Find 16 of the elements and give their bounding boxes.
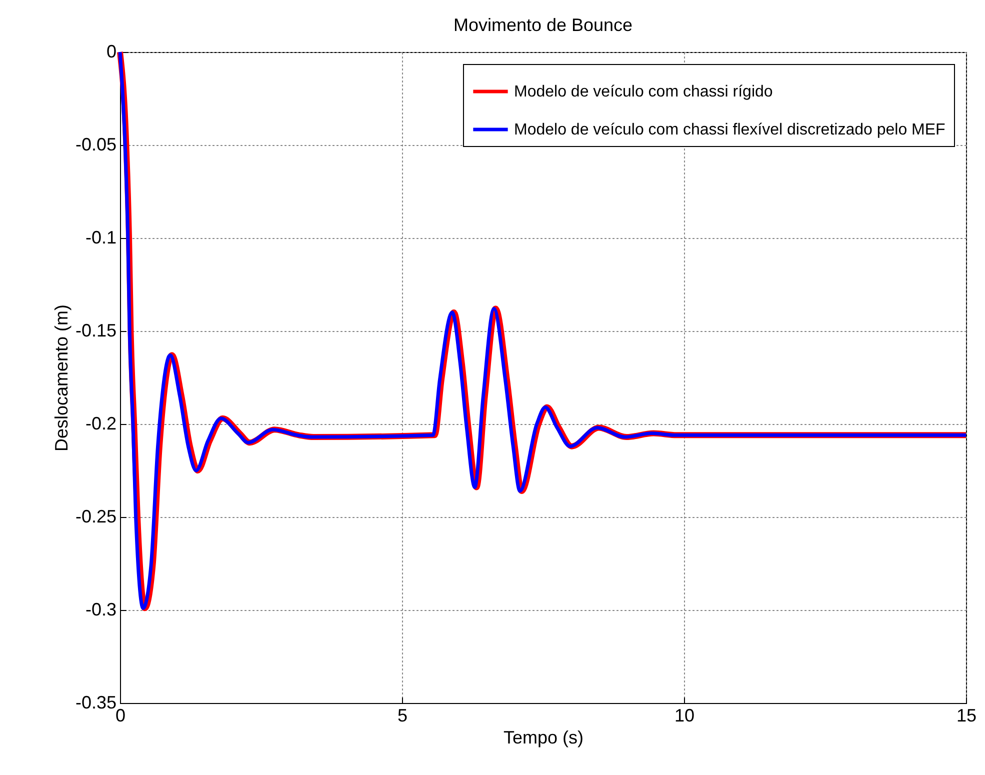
y-axis-title: Deslocamento (m)	[51, 304, 72, 452]
y-tick-label: 0	[106, 42, 116, 62]
y-tick-label: -0.35	[75, 692, 116, 712]
x-tick-label: 15	[956, 706, 977, 726]
y-tick-label: -0.3	[85, 600, 116, 620]
y-tick-label: -0.05	[75, 134, 116, 154]
x-tick-label: 10	[674, 706, 695, 726]
y-tick-label: -0.2	[85, 414, 116, 434]
x-tick-label: 5	[397, 706, 408, 726]
y-tick-label: -0.1	[85, 228, 116, 248]
legend-label: Modelo de veículo com chassi flexível discretizado pelo MEF	[514, 122, 946, 138]
y-tick-label: -0.25	[75, 506, 116, 526]
legend-label: Modelo de veículo com chassi rígido	[514, 84, 773, 100]
y-tick-label: -0.15	[75, 320, 116, 340]
chart-title: Movimento de Bounce	[453, 15, 633, 35]
x-axis-title: Tempo (s)	[503, 728, 584, 748]
